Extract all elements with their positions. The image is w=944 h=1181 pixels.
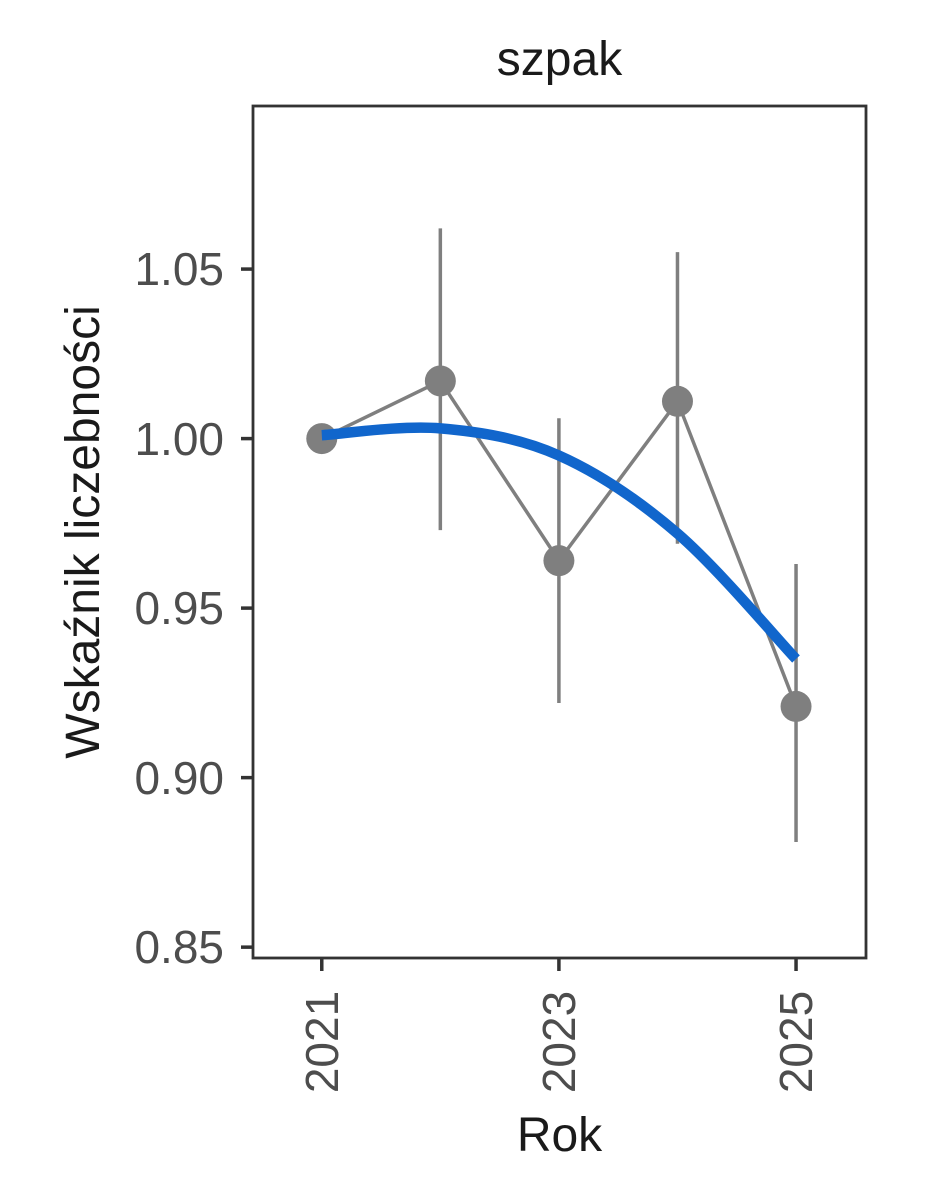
y-tick-label: 0.95 [134, 582, 224, 635]
chart-title: szpak [496, 33, 623, 86]
data-point [780, 690, 812, 722]
trend-line [321, 422, 800, 663]
y-tick-label: 0.90 [134, 751, 224, 804]
data-point [661, 385, 693, 417]
data-point [424, 365, 456, 397]
y-tick-label: 0.85 [134, 921, 224, 974]
x-tick-label: 2025 [770, 990, 823, 1094]
x-tick-label: 2023 [532, 990, 585, 1094]
x-tick-label: 2021 [295, 990, 348, 1094]
y-tick-label: 1.05 [134, 243, 224, 296]
data-point [543, 545, 575, 577]
y-tick-label: 1.00 [134, 412, 224, 465]
x-axis-title: Rok [516, 1109, 603, 1162]
